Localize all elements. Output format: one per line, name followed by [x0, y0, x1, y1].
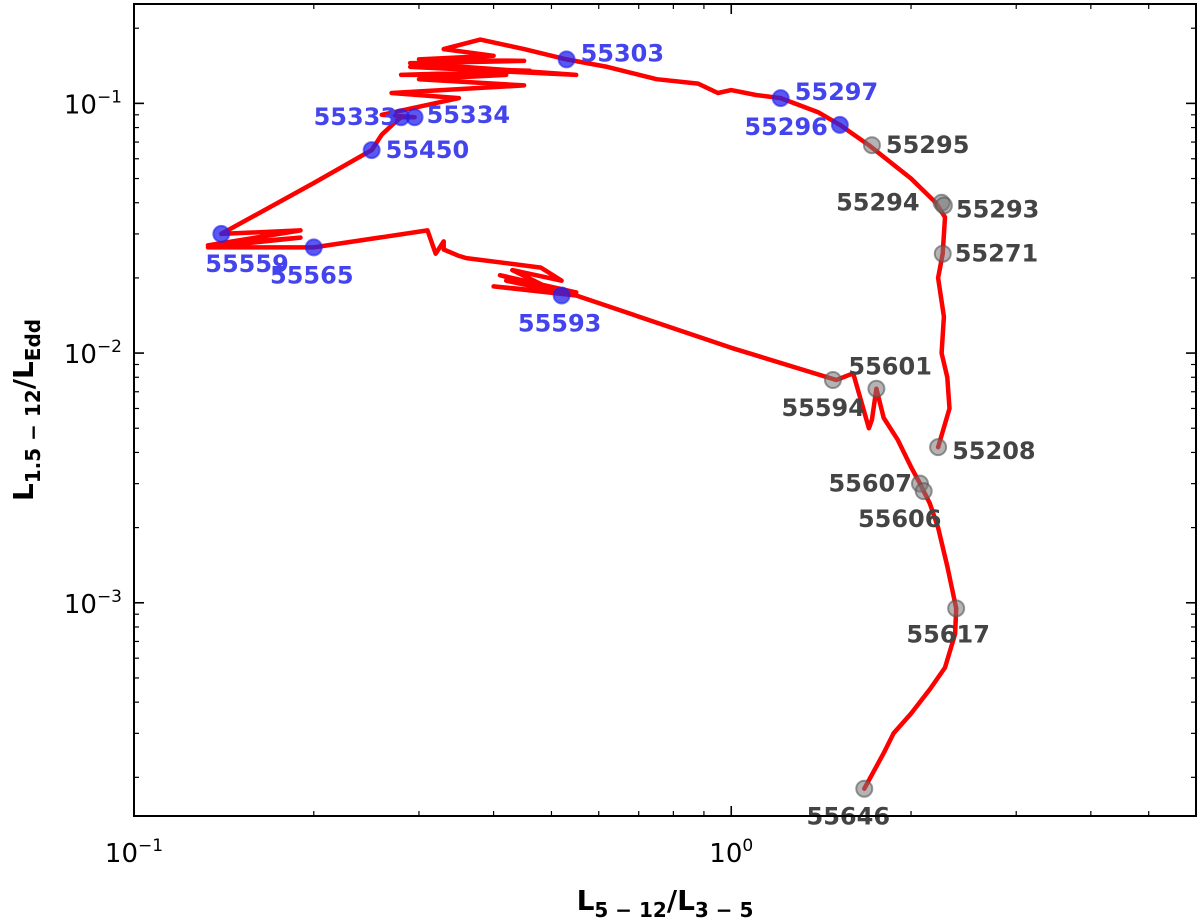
data-point-55593 — [552, 286, 571, 305]
data-point-55303 — [557, 50, 576, 69]
point-label-55601: 55601 — [848, 353, 932, 381]
point-label-55450: 55450 — [386, 136, 470, 164]
point-label-55617: 55617 — [906, 620, 990, 648]
data-point-55646 — [855, 779, 874, 798]
data-point-55565 — [304, 238, 323, 257]
point-label-55271: 55271 — [955, 240, 1039, 268]
point-label-55297: 55297 — [795, 78, 879, 106]
data-point-55297 — [771, 89, 790, 108]
point-label-55559: 55559 — [205, 250, 289, 278]
point-label-55294: 55294 — [836, 189, 920, 217]
point-label-55333: 55333 — [314, 103, 398, 131]
y-tick-label: 10−2 — [64, 337, 122, 370]
point-label-55593: 55593 — [518, 310, 602, 338]
x-axis-label: L5 − 12/L3 − 5 — [577, 884, 754, 922]
y-tick-label: 10−3 — [64, 587, 122, 620]
plot-frame — [133, 3, 1197, 817]
data-point-55295 — [862, 136, 881, 155]
point-label-55293: 55293 — [956, 195, 1039, 223]
axis-ticks: 10−1 100 10−3 10−2 10−1 — [64, 4, 1197, 869]
point-label-55303: 55303 — [581, 39, 665, 67]
point-label-55208: 55208 — [952, 437, 1035, 465]
point-label-55607: 55607 — [828, 470, 912, 498]
points-layer: 55303 55297 55296 55333 55334 55450 5555955565… — [205, 39, 1039, 830]
x-tick-label: 100 — [709, 836, 753, 869]
data-point-55450 — [362, 141, 381, 160]
data-point-55601 — [867, 379, 886, 398]
data-point-55334 — [405, 108, 424, 127]
point-label-55295: 55295 — [886, 131, 970, 159]
data-point-55617 — [947, 599, 966, 618]
data-point-55293 — [934, 196, 953, 215]
x-tick-label: 10−1 — [105, 836, 163, 869]
point-label-55594: 55594 — [781, 394, 865, 422]
data-point-55559 — [212, 224, 231, 243]
point-label-55296: 55296 — [744, 113, 828, 141]
data-point-55606 — [914, 482, 933, 501]
point-label-55334: 55334 — [427, 101, 511, 129]
data-point-55296 — [830, 115, 849, 134]
y-tick-label: 10−1 — [64, 87, 122, 120]
point-label-55606: 55606 — [858, 505, 942, 533]
data-point-55594 — [823, 371, 842, 390]
data-point-55271 — [933, 244, 952, 263]
point-label-55565: 55565 — [270, 261, 354, 289]
y-axis-label: L1.5 − 12/LEdd — [7, 319, 45, 501]
data-point-55208 — [929, 438, 948, 457]
